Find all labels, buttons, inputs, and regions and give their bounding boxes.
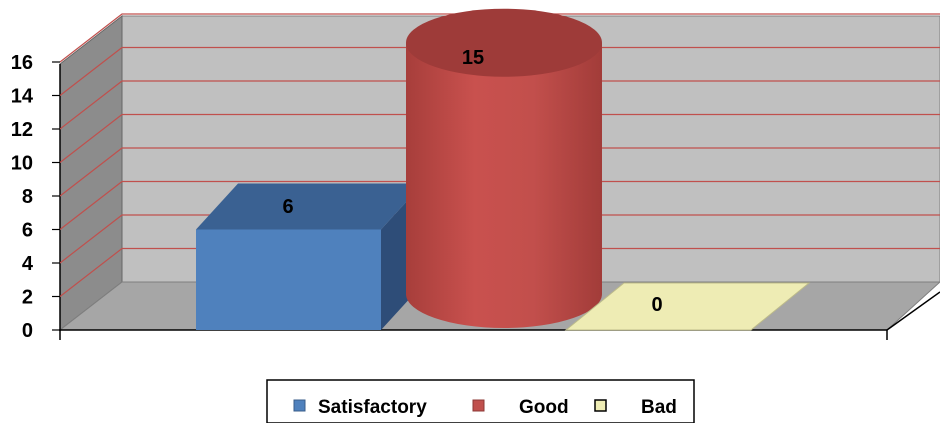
- legend-swatch-bad: [594, 399, 607, 412]
- legend-label-bad: Bad: [641, 397, 677, 418]
- gridline: [59, 214, 940, 264]
- y-axis-ticks: 0 2 4 6 8 10 12 14 16: [11, 52, 60, 342]
- y-tick-label: 2: [22, 287, 33, 309]
- y-tick-label: 8: [22, 186, 33, 208]
- bar-good-top: [406, 8, 602, 77]
- gridlines: [59, 13, 940, 297]
- data-label-bad: 0: [651, 294, 662, 316]
- bars: [196, 8, 811, 331]
- bar-satisfactory-top: [196, 183, 423, 230]
- y-tick-label: 0: [22, 320, 33, 342]
- gridline: [59, 80, 940, 130]
- gridline: [59, 113, 940, 163]
- y-tick-label: 6: [22, 220, 33, 242]
- data-labels: 6 15 0: [282, 47, 662, 316]
- bar-satisfactory-front: [196, 229, 381, 330]
- bar-satisfactory: [196, 183, 423, 330]
- bar-good-body: [406, 42, 602, 328]
- y-tick-label: 12: [11, 119, 33, 141]
- legend-swatch-good: [472, 399, 485, 412]
- gridline: [59, 147, 940, 197]
- legend-label-good: Good: [519, 397, 569, 418]
- legend: Satisfactory Good Bad: [266, 379, 695, 423]
- bar-bad: [564, 282, 811, 331]
- y-tick-label: 10: [11, 153, 33, 175]
- gridline: [59, 13, 940, 63]
- floor-front-right-edge: [886, 291, 940, 331]
- data-label-satisfactory: 6: [282, 196, 293, 218]
- bar-good: [406, 8, 602, 328]
- y-tick-label: 16: [11, 52, 33, 74]
- side-wall: [59, 14, 123, 332]
- bar-bad-top: [564, 282, 811, 331]
- gridline: [59, 46, 940, 96]
- gridline: [59, 180, 940, 230]
- data-label-good: 15: [462, 47, 484, 69]
- gridline: [59, 247, 940, 297]
- legend-label-satisfactory: Satisfactory: [318, 397, 427, 418]
- y-tick-label: 4: [22, 253, 34, 275]
- legend-swatch-satisfactory: [293, 399, 306, 412]
- y-tick-label: 14: [11, 86, 34, 108]
